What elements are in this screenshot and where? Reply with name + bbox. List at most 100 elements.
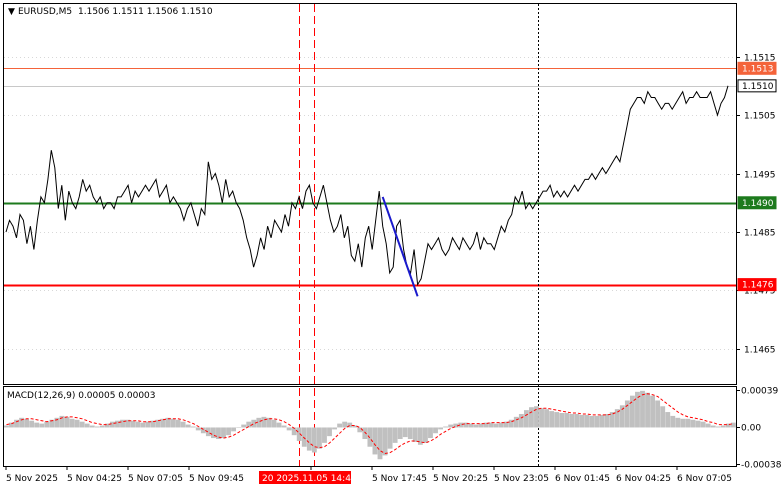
macd-bar	[236, 427, 242, 428]
macd-bar	[387, 427, 393, 449]
macd-bar	[296, 427, 302, 441]
macd-bar	[120, 419, 125, 428]
macd-bar	[423, 427, 428, 443]
macd-bar	[251, 419, 257, 428]
price-badge	[737, 196, 777, 210]
macd-bar	[695, 420, 701, 428]
macd-bar	[700, 421, 706, 428]
macd-bar	[523, 410, 529, 428]
time-tick-label: 5 Nov 09:45	[189, 474, 244, 484]
macd-bar	[210, 427, 216, 439]
macd-bar	[64, 416, 70, 428]
macd-bar	[29, 420, 35, 428]
macd-bar	[412, 427, 418, 442]
macd-bar	[231, 427, 237, 432]
macd-bar	[49, 419, 55, 428]
macd-bar	[306, 427, 312, 451]
macd-bar	[685, 418, 691, 428]
header-arrow-icon[interactable]: ▼	[8, 7, 15, 17]
macd-bar	[448, 424, 454, 428]
price-badge	[737, 61, 777, 75]
macd-bar	[488, 422, 494, 428]
macd-bar	[624, 400, 630, 428]
macd-bar	[301, 427, 307, 447]
time-tick-label: 5 Nov 20:25	[433, 474, 488, 484]
macd-bar	[266, 417, 272, 428]
macd-bar	[503, 421, 509, 428]
macd-bar	[407, 427, 413, 440]
macd-bar	[493, 423, 499, 428]
macd-label: MACD(12,26,9) 0.00005 0.00003	[7, 391, 156, 401]
macd-bar	[382, 427, 388, 456]
ohlc-values: 1.1506 1.1511 1.1506 1.1510	[78, 7, 213, 17]
macd-bar	[463, 422, 469, 428]
macd-bar	[377, 427, 383, 460]
macd-bar	[261, 416, 267, 428]
macd-bar	[640, 390, 645, 428]
macd-bar	[195, 427, 201, 431]
macd-bar	[337, 423, 343, 428]
macd-bar	[665, 412, 671, 428]
macd-bar	[140, 422, 146, 428]
price-tick-label: 1.1465	[744, 346, 776, 356]
macd-bar	[544, 409, 550, 428]
macd-bar	[594, 415, 600, 428]
macd-bar	[316, 427, 322, 449]
macd-tick-label: 0.00	[741, 424, 761, 434]
macd-bar	[256, 417, 262, 428]
macd-bar	[221, 427, 226, 439]
macd-bar	[9, 422, 14, 428]
macd-bar	[645, 392, 650, 428]
macd-bar	[347, 422, 353, 428]
macd-bar	[604, 413, 610, 428]
time-tick-label: 5 Nov 07:05	[128, 474, 183, 484]
time-tick-label: 6 Nov 01:45	[555, 474, 610, 484]
time-highlight-badge	[259, 471, 351, 484]
macd-bar	[518, 413, 524, 428]
macd-bar	[705, 423, 711, 428]
macd-layer	[4, 390, 736, 460]
macd-bar	[327, 427, 332, 437]
time-tick-label: 6 Nov 07:05	[677, 474, 732, 484]
time-tick-label: 6 Nov 04:25	[616, 474, 671, 484]
macd-panel-frame	[3, 386, 737, 467]
macd-bar	[529, 407, 534, 428]
vertical-markers-layer	[299, 4, 539, 466]
macd-bar	[165, 417, 171, 428]
macd-bar	[135, 421, 141, 428]
macd-bar	[670, 415, 676, 428]
macd-bar	[629, 395, 635, 428]
macd-bar	[508, 419, 514, 428]
macd-bar	[175, 419, 181, 428]
price-tick-label: 1.1515	[744, 54, 776, 64]
macd-bar	[19, 417, 24, 428]
macd-bar	[89, 425, 95, 428]
macd-bar	[226, 427, 231, 436]
macd-bar	[352, 425, 358, 428]
macd-bar	[438, 427, 443, 430]
macd-bar	[554, 412, 560, 428]
macd-bar	[650, 395, 656, 428]
axis-layer: 1.1515 1.1505 1.1495 1.1485 1.1475 1.1465 1.15…	[5, 54, 781, 484]
macd-bar	[483, 422, 489, 428]
macd-bar	[584, 414, 590, 428]
macd-bar	[433, 427, 438, 434]
macd-bar	[271, 419, 277, 428]
macd-bar	[534, 406, 539, 428]
macd-bar	[589, 415, 595, 428]
macd-bar	[453, 423, 459, 428]
macd-bar	[24, 418, 30, 428]
macd-bar	[44, 421, 50, 428]
time-highlight-label: 20 2025.11.05 14:40	[262, 474, 357, 484]
macd-bar	[549, 411, 555, 428]
macd-bar	[185, 424, 191, 428]
macd-bar	[579, 414, 585, 428]
time-tick-label: 5 Nov 04:25	[67, 474, 122, 484]
macd-bar	[397, 427, 403, 440]
macd-bar	[635, 391, 640, 428]
macd-bar	[99, 425, 105, 428]
macd-bar	[609, 412, 615, 428]
macd-bar	[513, 416, 519, 428]
macd-bar	[170, 418, 176, 428]
